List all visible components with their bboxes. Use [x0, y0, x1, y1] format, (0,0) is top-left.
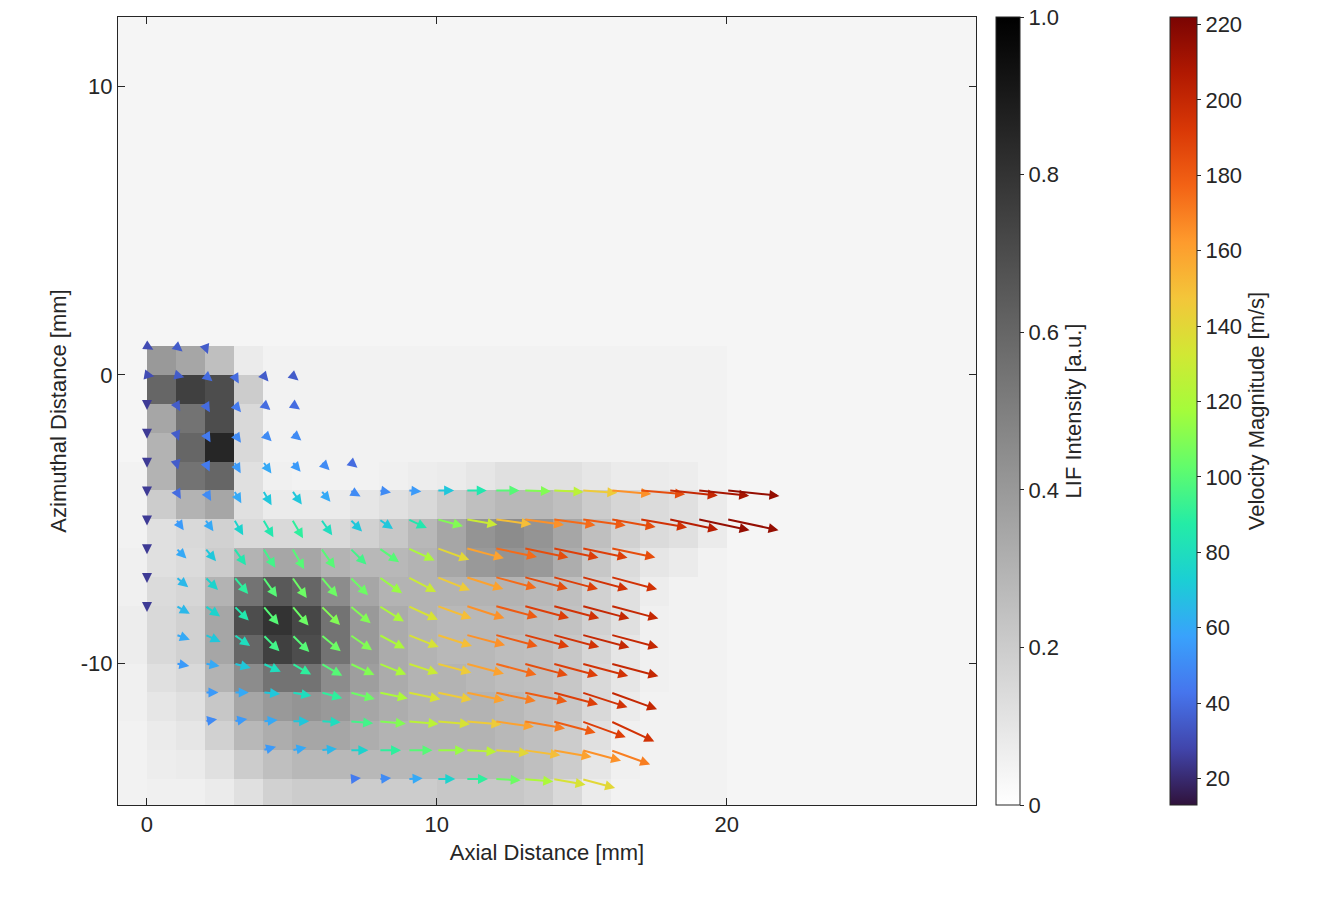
svg-text:-10: -10	[81, 651, 113, 676]
svg-text:Axial Distance [mm]: Axial Distance [mm]	[450, 840, 644, 865]
svg-text:100: 100	[1205, 465, 1242, 490]
svg-text:20: 20	[714, 812, 738, 837]
svg-text:LIF Intensity [a.u.]: LIF Intensity [a.u.]	[1061, 324, 1086, 499]
svg-text:1.0: 1.0	[1028, 5, 1059, 30]
svg-text:160: 160	[1205, 238, 1242, 263]
svg-text:140: 140	[1205, 314, 1242, 339]
svg-text:80: 80	[1205, 540, 1229, 565]
svg-text:40: 40	[1205, 691, 1229, 716]
svg-text:60: 60	[1205, 615, 1229, 640]
svg-text:0: 0	[141, 812, 153, 837]
svg-text:0.8: 0.8	[1028, 162, 1059, 187]
svg-text:Velocity Magnitude [m/s]: Velocity Magnitude [m/s]	[1244, 292, 1269, 530]
svg-text:0.2: 0.2	[1028, 635, 1059, 660]
svg-text:20: 20	[1205, 766, 1229, 791]
svg-text:220: 220	[1205, 12, 1242, 37]
svg-text:0: 0	[1028, 793, 1040, 818]
svg-text:180: 180	[1205, 163, 1242, 188]
svg-text:200: 200	[1205, 88, 1242, 113]
svg-text:10: 10	[88, 74, 112, 99]
svg-text:Azimuthal Distance [mm]: Azimuthal Distance [mm]	[46, 289, 71, 532]
svg-text:0.6: 0.6	[1028, 320, 1059, 345]
svg-text:0: 0	[100, 363, 112, 388]
svg-text:120: 120	[1205, 389, 1242, 414]
svg-text:10: 10	[425, 812, 449, 837]
svg-text:0.4: 0.4	[1028, 478, 1059, 503]
